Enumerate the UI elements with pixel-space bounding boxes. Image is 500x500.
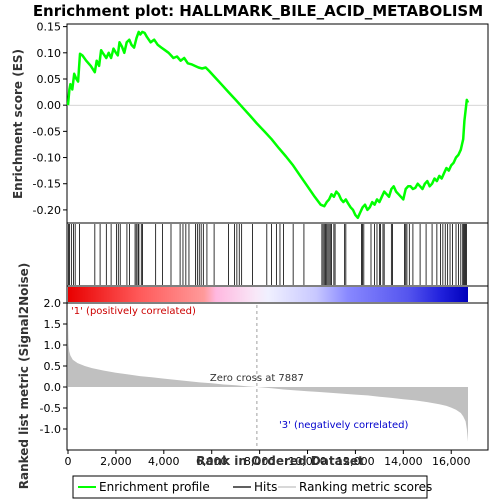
es-panel-frame (66, 23, 489, 224)
es-y-axis: 0.15 0.10 0.05 0.00 -0.05 -0.10 -0.15 -0.20 (33, 21, 67, 217)
x-tick-label: 8,000 (244, 455, 276, 468)
hit-marks (68, 224, 467, 285)
x-tick-label: 0 (65, 455, 72, 468)
x-tick-label: 6,000 (196, 455, 228, 468)
ranking-color-gradient (68, 287, 468, 302)
rank-x-axis: 0 2,000 4,000 6,000 8,000 10,000 12,000 14,000 1… (65, 450, 471, 468)
metric-panel: Zero cross at 7887 '1' (positively corre… (17, 263, 489, 490)
metric-panel-frame (66, 302, 489, 451)
hits-panel (66, 222, 489, 287)
x-tick-label: 2,000 (100, 455, 132, 468)
es-y-tick-label: -0.05 (33, 125, 61, 138)
metric-y-tick-label: 1.0 (44, 339, 62, 352)
hits-panel-frame (66, 222, 489, 287)
x-tick-label: 4,000 (148, 455, 180, 468)
es-y-tick-label: 0.00 (37, 99, 62, 112)
es-y-tick-label: -0.15 (33, 178, 61, 191)
metric-y-axis: 2.0 1.5 1.0 0.5 0.0 -0.5 -1.0 (40, 297, 67, 436)
legend-hits-label: Hits (254, 480, 277, 494)
x-tick-label: 16,000 (432, 455, 471, 468)
zero-cross-label: Zero cross at 7887 (210, 373, 304, 384)
es-panel: 0.15 0.10 0.05 0.00 -0.05 -0.10 -0.15 -0.20 Enr… (11, 21, 489, 224)
es-y-tick-label: 0.15 (37, 21, 62, 34)
x-tick-label: 14,000 (384, 455, 423, 468)
ranking-metric-area (68, 319, 468, 442)
chart-title: Enrichment plot: HALLMARK_BILE_ACID_META… (33, 2, 483, 20)
metric-y-tick-label: 1.5 (44, 318, 62, 331)
metric-y-tick-label: 2.0 (44, 297, 62, 310)
legend-enrichment-profile-label: Enrichment profile (99, 480, 210, 494)
legend-ranking-metric-label: Ranking metric scores (299, 480, 432, 494)
enrichment-profile-line (66, 30, 470, 220)
x-tick-label: 10,000 (288, 455, 327, 468)
es-y-tick-label: -0.10 (33, 152, 61, 165)
negative-correlation-label: '3' (negatively correlated) (279, 420, 408, 431)
legend: Enrichment profile Hits Ranking metric s… (72, 475, 432, 499)
es-y-tick-label: 0.10 (37, 47, 62, 60)
positive-correlation-label: '1' (positively correlated) (71, 306, 196, 317)
x-tick-label: 12,000 (336, 455, 375, 468)
metric-y-tick-label: 0.0 (44, 381, 62, 394)
x-axis-title: Rank in Ordered Dataset (196, 454, 364, 468)
es-y-tick-label: 0.05 (37, 73, 62, 86)
metric-y-tick-label: -0.5 (40, 402, 61, 415)
es-y-tick-label: -0.20 (33, 204, 61, 217)
es-y-axis-title: Enrichment score (ES) (11, 49, 25, 199)
metric-y-tick-label: -1.0 (40, 423, 61, 436)
metric-y-tick-label: 0.5 (44, 360, 62, 373)
metric-y-axis-title: Ranked list metric (Signal2Noise) (17, 263, 31, 490)
ranking-bar (66, 285, 489, 304)
